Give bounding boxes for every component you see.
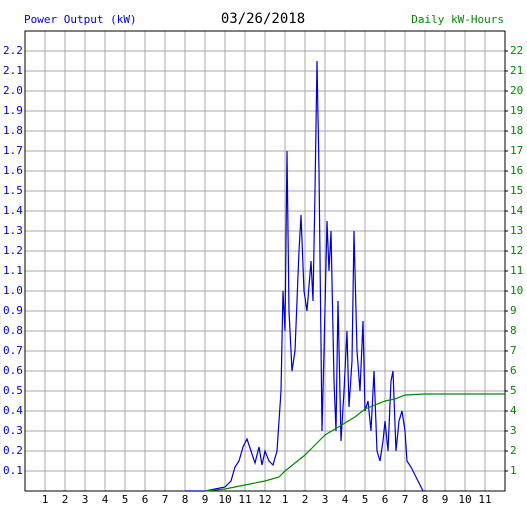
y2-tick-label: 9 — [510, 304, 517, 317]
x-tick-label: 11 — [238, 493, 251, 506]
x-tick-label: 11 — [478, 493, 491, 506]
y-tick-label: 0.9 — [3, 304, 23, 317]
y2-tick-label: 2 — [510, 444, 517, 457]
x-tick-label: 5 — [122, 493, 129, 506]
x-tick-label: 12 — [258, 493, 271, 506]
y-tick-label: 0.2 — [3, 444, 23, 457]
x-tick-label: 8 — [182, 493, 189, 506]
y2-tick-label: 18 — [510, 124, 523, 137]
y2-tick-label: 19 — [510, 104, 523, 117]
chart-title: 03/26/2018 — [221, 11, 305, 27]
x-tick-label: 5 — [362, 493, 369, 506]
x-tick-label: 3 — [322, 493, 329, 506]
y2-tick-label: 3 — [510, 424, 517, 437]
y2-tick-label: 4 — [510, 404, 517, 417]
y-tick-label: 1.3 — [3, 224, 23, 237]
y2-axis-label: Daily kW-Hours — [411, 13, 504, 26]
y-tick-label: 0.6 — [3, 364, 23, 377]
y-tick-label: 0.8 — [3, 324, 23, 337]
x-tick-label: 2 — [62, 493, 69, 506]
y-tick-label: 0.4 — [3, 404, 23, 417]
y2-tick-label: 8 — [510, 324, 517, 337]
series-line — [185, 60, 425, 492]
x-tick-label: 4 — [342, 493, 349, 506]
x-tick-label: 2 — [302, 493, 309, 506]
y2-tick-label: 11 — [510, 264, 523, 277]
y-tick-label: 0.3 — [3, 424, 23, 437]
plot-border — [24, 30, 506, 492]
x-tick-label: 8 — [422, 493, 429, 506]
y-tick-label: 2.1 — [3, 64, 23, 77]
y2-tick-label: 10 — [510, 284, 523, 297]
x-tick-label: 6 — [382, 493, 389, 506]
y-tick-label: 0.5 — [3, 384, 23, 397]
y2-tick-label: 1 — [510, 464, 517, 477]
y2-tick-label: 13 — [510, 224, 523, 237]
x-tick-label: 10 — [458, 493, 471, 506]
y2-tick-label: 17 — [510, 144, 523, 157]
y-tick-label: 1.8 — [3, 124, 23, 137]
y2-tick-label: 6 — [510, 364, 517, 377]
x-tick-label: 6 — [142, 493, 149, 506]
x-tick-label: 9 — [202, 493, 209, 506]
y-tick-label: 0.1 — [3, 464, 23, 477]
y-tick-label: 1.6 — [3, 164, 23, 177]
y-tick-label: 0.7 — [3, 344, 23, 357]
x-tick-label: 7 — [162, 493, 169, 506]
y-tick-label: 1.7 — [3, 144, 23, 157]
y-tick-label: 2.2 — [3, 44, 23, 57]
y2-tick-label: 7 — [510, 344, 517, 357]
x-tick-label: 7 — [402, 493, 409, 506]
y2-tick-label: 14 — [510, 204, 524, 217]
series-line — [204, 393, 505, 492]
y2-tick-label: 22 — [510, 44, 523, 57]
y-tick-label: 1.9 — [3, 104, 23, 117]
y-tick-label: 1.4 — [3, 204, 23, 217]
x-tick-label: 1 — [282, 493, 289, 506]
y2-tick-label: 15 — [510, 184, 523, 197]
x-tick-label: 10 — [218, 493, 231, 506]
y2-tick-label: 16 — [510, 164, 523, 177]
x-tick-label: 3 — [82, 493, 89, 506]
y-tick-label: 1.1 — [3, 264, 23, 277]
y2-tick-label: 5 — [510, 384, 517, 397]
y2-tick-label: 12 — [510, 244, 523, 257]
y2-tick-label: 20 — [510, 84, 523, 97]
y-tick-label: 1.0 — [3, 284, 23, 297]
y-tick-label: 1.5 — [3, 184, 23, 197]
y-tick-label: 1.2 — [3, 244, 23, 257]
x-tick-label: 9 — [442, 493, 449, 506]
x-tick-label: 1 — [42, 493, 49, 506]
x-tick-label: 4 — [102, 493, 109, 506]
y-tick-label: 2.0 — [3, 84, 23, 97]
y-axis-label: Power Output (kW) — [24, 13, 137, 26]
y2-tick-label: 21 — [510, 64, 523, 77]
